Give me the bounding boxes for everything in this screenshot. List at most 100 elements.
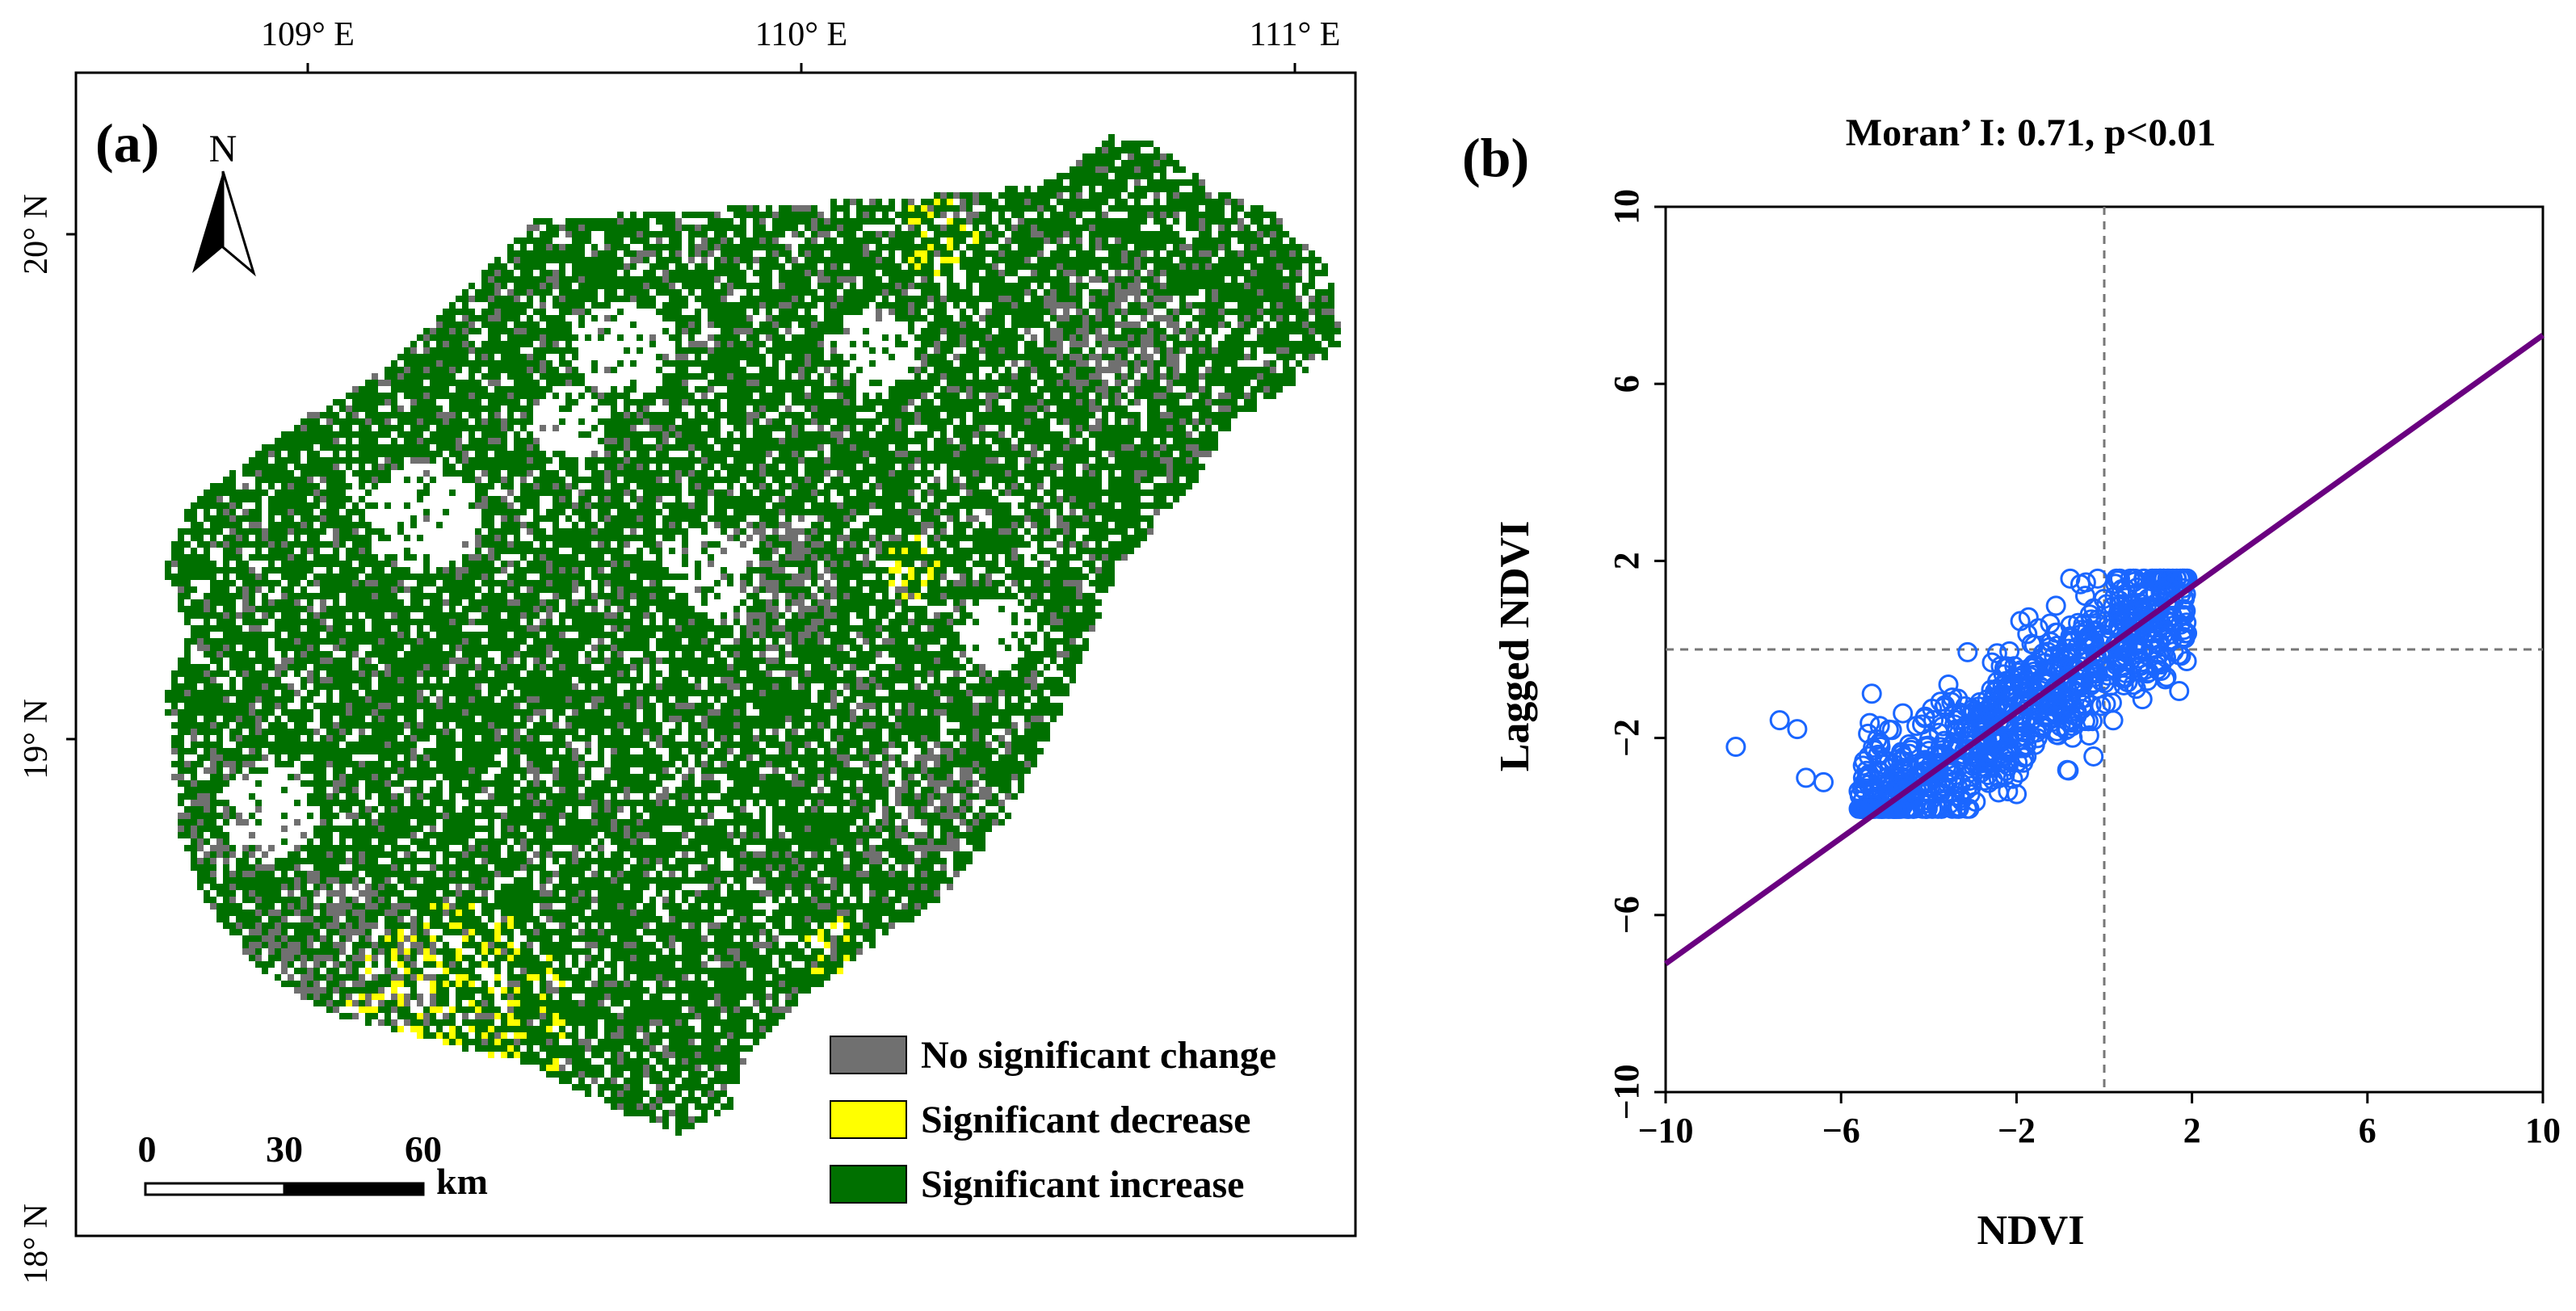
map-pixel bbox=[714, 412, 721, 418]
map-pixel bbox=[1186, 205, 1192, 212]
map-pixel bbox=[430, 399, 436, 405]
map-pixel bbox=[966, 470, 973, 477]
map-pixel bbox=[598, 225, 604, 231]
map-pixel bbox=[1050, 263, 1057, 270]
map-pixel bbox=[1218, 418, 1225, 425]
map-pixel bbox=[850, 276, 856, 283]
map-pixel bbox=[1005, 270, 1011, 276]
map-pixel bbox=[960, 444, 966, 451]
map-pixel bbox=[688, 341, 695, 347]
map-pixel bbox=[940, 205, 947, 212]
map-pixel bbox=[953, 457, 960, 464]
map-pixel bbox=[1205, 205, 1212, 212]
map-pixel bbox=[830, 276, 837, 283]
map-pixel bbox=[533, 477, 540, 483]
map-pixel bbox=[643, 257, 649, 263]
map-pixel bbox=[385, 431, 391, 438]
map-pixel bbox=[1270, 212, 1276, 218]
map-pixel bbox=[714, 354, 721, 360]
map-pixel bbox=[1147, 341, 1154, 347]
map-pixel bbox=[1192, 354, 1199, 360]
map-pixel bbox=[268, 470, 275, 477]
map-pixel bbox=[1315, 328, 1322, 334]
map-pixel bbox=[637, 218, 643, 225]
map-pixel bbox=[423, 425, 430, 431]
map-pixel bbox=[430, 367, 436, 373]
map-pixel bbox=[863, 425, 869, 431]
map-pixel bbox=[850, 483, 856, 490]
map-pixel bbox=[1011, 302, 1018, 309]
map-pixel bbox=[889, 425, 895, 431]
map-pixel bbox=[417, 373, 423, 380]
map-pixel bbox=[1082, 263, 1089, 270]
map-pixel bbox=[514, 431, 520, 438]
map-pixel bbox=[1082, 405, 1089, 412]
map-pixel bbox=[850, 477, 856, 483]
map-pixel bbox=[675, 464, 682, 470]
map-pixel bbox=[611, 244, 617, 250]
map-pixel bbox=[436, 341, 443, 347]
map-pixel bbox=[585, 231, 591, 237]
map-pixel bbox=[520, 470, 527, 477]
map-pixel bbox=[449, 425, 456, 431]
map-pixel bbox=[275, 490, 281, 496]
map-pixel bbox=[1011, 354, 1018, 360]
map-pixel bbox=[998, 477, 1005, 483]
map-pixel bbox=[1050, 302, 1057, 309]
map-pixel bbox=[824, 276, 830, 283]
map-pixel bbox=[262, 477, 268, 483]
map-pixel bbox=[662, 451, 669, 457]
map-pixel bbox=[359, 418, 365, 425]
map-pixel bbox=[1160, 315, 1166, 321]
map-pixel bbox=[992, 405, 998, 412]
map-pixel bbox=[1218, 199, 1225, 205]
map-pixel bbox=[1166, 289, 1173, 296]
map-pixel bbox=[1095, 334, 1102, 341]
map-pixel bbox=[1076, 225, 1082, 231]
map-pixel bbox=[1057, 225, 1063, 231]
map-pixel bbox=[1212, 412, 1218, 418]
map-pixel bbox=[1069, 380, 1076, 386]
map-pixel bbox=[669, 418, 675, 425]
map-pixel bbox=[1044, 470, 1050, 477]
map-pixel bbox=[1302, 257, 1309, 263]
map-pixel bbox=[488, 309, 494, 315]
map-pixel bbox=[553, 393, 559, 399]
map-pixel bbox=[1250, 237, 1257, 244]
map-pixel bbox=[1166, 192, 1173, 199]
map-pixel bbox=[1121, 257, 1128, 263]
map-pixel bbox=[772, 347, 779, 354]
map-pixel bbox=[578, 257, 585, 263]
map-pixel bbox=[1082, 399, 1089, 405]
map-pixel bbox=[216, 490, 223, 496]
map-pixel bbox=[624, 405, 630, 412]
map-pixel bbox=[514, 237, 520, 244]
map-pixel bbox=[372, 405, 378, 412]
map-pixel bbox=[649, 412, 656, 418]
map-pixel bbox=[675, 438, 682, 444]
map-pixel bbox=[901, 444, 908, 451]
map-pixel bbox=[1192, 347, 1199, 354]
map-pixel bbox=[1179, 328, 1186, 334]
map-pixel bbox=[546, 341, 553, 347]
map-pixel bbox=[811, 399, 817, 405]
map-pixel bbox=[863, 276, 869, 283]
map-pixel bbox=[721, 244, 727, 250]
map-pixel bbox=[843, 412, 850, 418]
map-pixel bbox=[436, 405, 443, 412]
map-pixel bbox=[1095, 321, 1102, 328]
map-pixel bbox=[1186, 470, 1192, 477]
map-pixel bbox=[947, 315, 953, 321]
map-pixel bbox=[953, 321, 960, 328]
map-pixel bbox=[1160, 457, 1166, 464]
map-pixel bbox=[1199, 341, 1205, 347]
map-pixel bbox=[404, 444, 410, 451]
map-pixel bbox=[1128, 451, 1134, 457]
map-pixel bbox=[921, 237, 927, 244]
map-pixel bbox=[811, 354, 817, 360]
map-pixel bbox=[998, 334, 1005, 341]
map-pixel bbox=[733, 360, 740, 367]
map-pixel bbox=[830, 263, 837, 270]
map-pixel bbox=[940, 347, 947, 354]
map-pixel bbox=[1244, 257, 1250, 263]
